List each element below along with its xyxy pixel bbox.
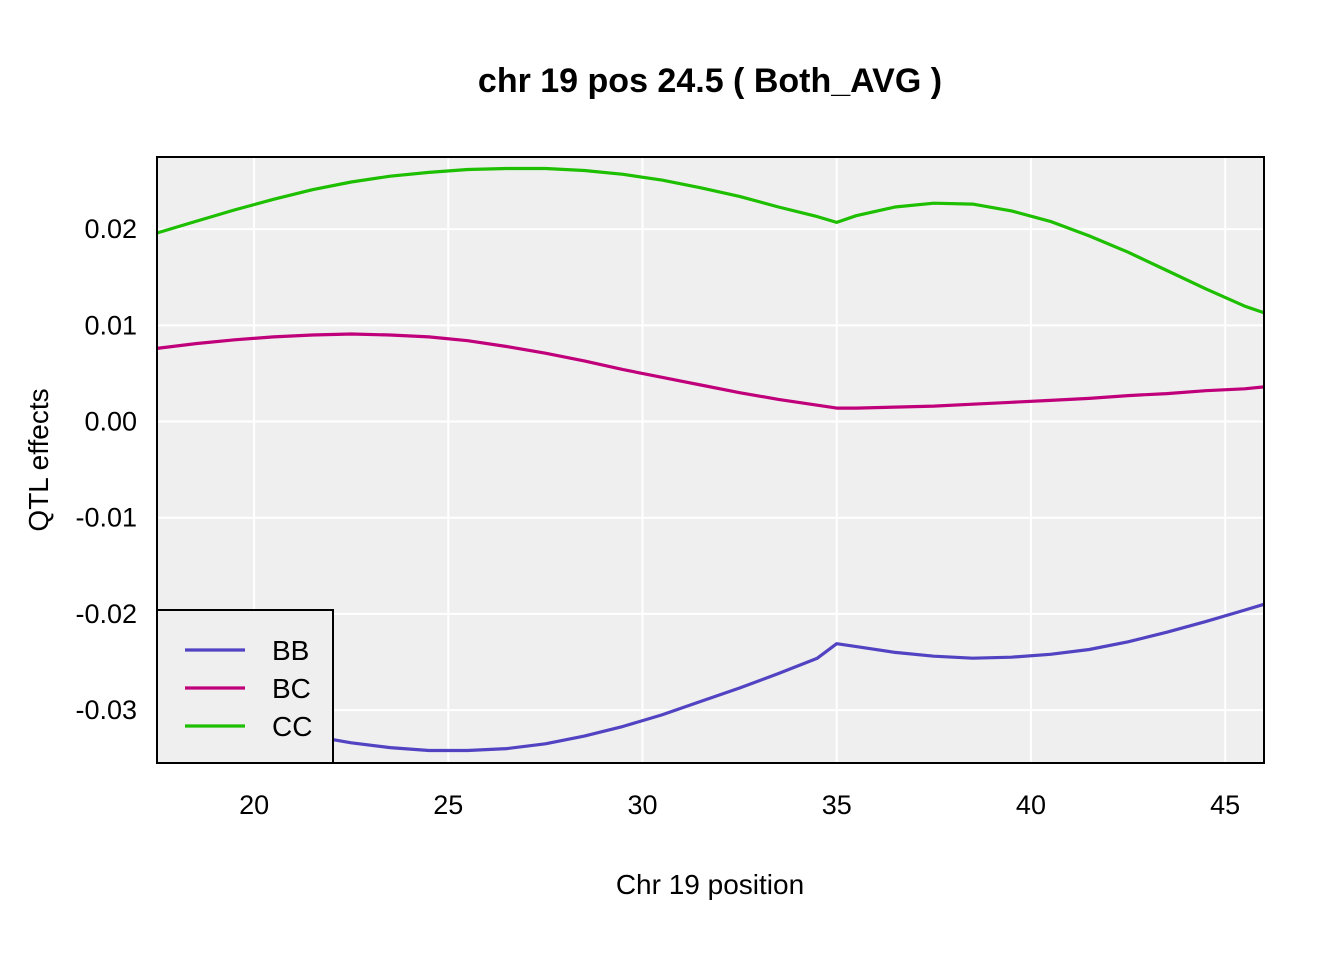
grid-lines: [157, 157, 1264, 763]
plot-background: [157, 157, 1264, 763]
y-tick-label: 0.02: [84, 214, 137, 244]
y-axis-ticks: -0.03 -0.02 -0.01 0.00 0.01 0.02: [75, 214, 137, 725]
y-tick-label: 0.01: [84, 310, 137, 340]
series-line-cc: [156, 166, 1265, 315]
legend-label-cc: CC: [272, 711, 312, 742]
legend: BB BC CC: [156, 609, 334, 764]
series-line-bc: [156, 332, 1265, 410]
y-tick-label: -0.02: [75, 599, 137, 629]
x-tick-label: 35: [822, 790, 852, 820]
legend-label-bb: BB: [272, 635, 309, 666]
chart-title: chr 19 pos 24.5 ( Both_AVG ): [478, 62, 942, 100]
x-axis-ticks: 20 25 30 35 40 45: [239, 790, 1240, 820]
y-axis-label: QTL effects: [23, 388, 54, 531]
x-tick-label: 30: [628, 790, 658, 820]
legend-label-bc: BC: [272, 673, 311, 704]
plot-border: [156, 156, 1265, 764]
series-line-bb: [156, 602, 1265, 753]
y-tick-label: -0.03: [75, 695, 137, 725]
y-tick-label: -0.01: [75, 503, 137, 533]
x-tick-label: 25: [433, 790, 463, 820]
y-tick-label: 0.00: [84, 407, 137, 437]
series-lines: [156, 166, 1265, 753]
x-tick-label: 40: [1016, 790, 1046, 820]
x-tick-label: 20: [239, 790, 269, 820]
x-tick-label: 45: [1210, 790, 1240, 820]
x-axis-label: Chr 19 position: [616, 869, 804, 900]
